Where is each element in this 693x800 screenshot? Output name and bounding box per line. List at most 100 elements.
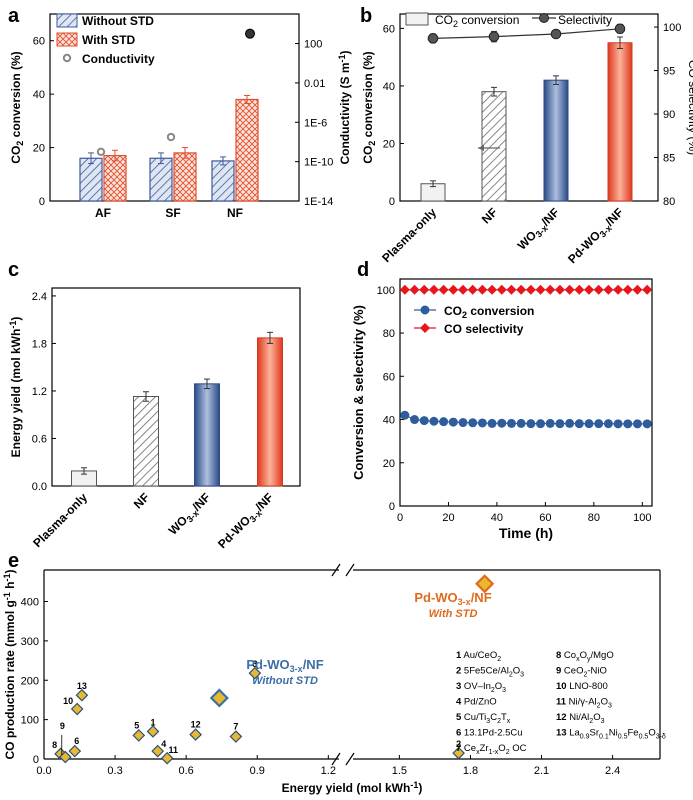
point-label: 4 <box>161 739 166 749</box>
y-tick-label: 60 <box>33 36 45 48</box>
highlight-sublabel: With STD <box>429 608 478 620</box>
y2-tick-label: 100 <box>663 22 681 34</box>
data-point <box>132 729 146 742</box>
point-label: 1 <box>150 717 155 727</box>
highlight-label-with-std: Pd-WO3-x/NF <box>414 590 491 607</box>
point-label: 8 <box>52 740 57 750</box>
legend-entry: 7 CexZr1-xO2 OC <box>456 743 527 756</box>
highlight-sublabel: Without STD <box>252 675 318 687</box>
bar-with-std <box>173 152 197 202</box>
data-point <box>68 744 82 758</box>
conductivity-point <box>245 28 255 39</box>
bar-co2-conversion <box>543 79 569 202</box>
co2-conversion-point <box>506 418 516 428</box>
co-selectivity-point <box>467 284 478 295</box>
legend-entry: 12 Ni/Al2O3 <box>556 712 605 725</box>
legend-label: CO2 conversion <box>435 13 519 29</box>
x-tick-label: Plasma-only <box>30 490 90 550</box>
bar-without-std <box>149 157 173 202</box>
data-point <box>229 730 243 743</box>
legend-entry: 2 5Fe5Ce/Al2O3 <box>456 666 524 679</box>
x-tick-label: 60 <box>539 512 551 524</box>
co-selectivity-point <box>535 284 546 295</box>
y2-axis-title: Conductivity (S m-1) <box>337 50 352 164</box>
data-point <box>452 746 465 760</box>
panel-label-b: b <box>360 5 372 27</box>
point-label: 7 <box>233 722 238 732</box>
legend-entry: 13 La0.9Sr0.1Ni0.5Fe0.5O3-δ <box>556 728 666 741</box>
legend-entry: 9 CeO2-NiO <box>556 666 607 679</box>
x-axis-title: Time (h) <box>499 525 553 541</box>
legend-label: Selectivity <box>558 13 612 27</box>
point-label: 6 <box>74 736 79 746</box>
axis-break-mark <box>331 563 341 577</box>
panel-label-d: d <box>357 259 369 281</box>
y-axis-title: Energy yield (mol kWh-1) <box>8 317 23 458</box>
panel-d-frame <box>399 278 653 507</box>
y-axis-title: CO2 conversion (%) <box>9 51 25 163</box>
y-tick-label: 40 <box>383 415 395 427</box>
legend-label: Without STD <box>82 14 154 28</box>
y2-tick-label: 1E-6 <box>304 117 327 129</box>
co-selectivity-point <box>632 284 643 295</box>
selectivity-point <box>427 33 439 44</box>
panel-label-c: c <box>8 259 19 281</box>
y-tick-label: 0 <box>389 501 395 513</box>
x-tick-label: SF <box>165 206 180 220</box>
y-tick-label: 60 <box>383 371 395 383</box>
y-tick-label: 300 <box>21 636 39 648</box>
co2-conversion-point <box>584 419 594 429</box>
bar-without-std <box>79 157 103 202</box>
highlight-label-without-std: Pd-WO3-x/NF <box>246 657 323 674</box>
bar-co2-conversion <box>607 42 633 202</box>
legend-conductivity-marker <box>62 53 72 63</box>
co-selectivity-point <box>554 284 565 295</box>
co2-conversion-point <box>468 418 478 428</box>
x-tick-label: 1.8 <box>463 765 478 777</box>
panel-b-frame <box>399 13 659 202</box>
co2-conversion-point <box>516 418 526 428</box>
y-tick-label: 20 <box>383 138 395 150</box>
point-label: 3 <box>252 659 257 669</box>
co-selectivity-point <box>525 284 536 295</box>
legend-entry: 10 LNO-800 <box>556 681 608 692</box>
co-selectivity-point <box>399 284 410 295</box>
co-selectivity-point <box>496 284 507 295</box>
co2-conversion-point <box>448 417 458 427</box>
x-axis-title: Energy yield (mol kWh-1) <box>282 780 423 795</box>
co2-conversion-point <box>613 419 623 429</box>
x-tick-label: Pd-WO3-x/NF <box>215 490 277 552</box>
x-tick-label: NF <box>479 205 500 226</box>
data-point <box>75 688 89 702</box>
x-tick-label: 80 <box>588 512 600 524</box>
x-tick-label: NF <box>227 206 243 220</box>
x-tick-label: 0 <box>397 512 403 524</box>
co-selectivity-point <box>487 284 498 295</box>
legend-swatch-with-std <box>56 32 78 47</box>
y-axis-title: CO production rate (mmol g-1 h-1) <box>2 569 17 759</box>
co2-conversion-point <box>632 419 642 429</box>
co2-conversion-point <box>642 419 652 429</box>
x-tick-label: AF <box>95 206 111 220</box>
co-selectivity-point <box>642 284 653 295</box>
y-tick-label: 400 <box>21 597 39 609</box>
co-selectivity-point <box>622 284 633 295</box>
legend-entry: 5 Cu/Ti3C2Tx <box>456 712 511 725</box>
point-label: 12 <box>191 720 201 730</box>
y-tick-label: 1.8 <box>32 338 47 350</box>
y-tick-label: 20 <box>383 458 395 470</box>
y-tick-label: 0 <box>389 196 395 208</box>
legend-entry: 6 13.1Pd-2.5Cu <box>456 728 523 739</box>
y2-tick-label: 95 <box>663 66 675 78</box>
y-tick-label: 40 <box>383 81 395 93</box>
y2-tick-label: 85 <box>663 153 675 165</box>
legend-entry: 1 Au/CeO2 <box>456 650 501 663</box>
co2-conversion-point <box>477 418 487 428</box>
co2-conversion-point <box>439 417 449 427</box>
arrow-left-axis-head <box>478 145 484 151</box>
legend-entry: 3 OV–In2O3 <box>456 681 506 694</box>
x-tick-label: 0.9 <box>250 765 265 777</box>
y-tick-label: 40 <box>33 89 45 101</box>
co-selectivity-point <box>477 284 488 295</box>
co-selectivity-point <box>584 284 594 295</box>
